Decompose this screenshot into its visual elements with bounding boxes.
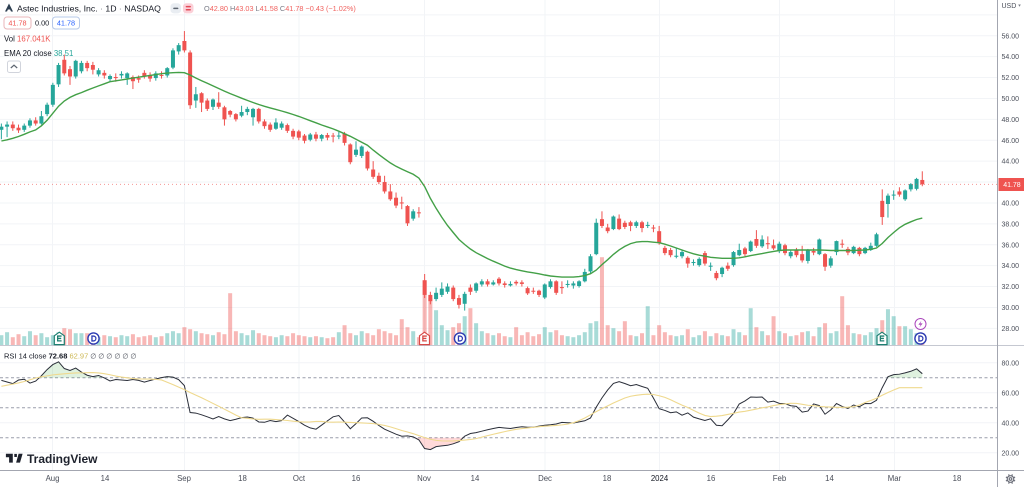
svg-text:41.78: 41.78 xyxy=(57,19,75,28)
svg-text:54.00: 54.00 xyxy=(1002,54,1020,61)
svg-text:20.00: 20.00 xyxy=(1002,450,1020,457)
svg-text:2024: 2024 xyxy=(651,474,669,483)
svg-text:16: 16 xyxy=(352,474,361,483)
svg-text:40.00: 40.00 xyxy=(1002,420,1020,427)
svg-text:18: 18 xyxy=(238,474,247,483)
svg-text:14: 14 xyxy=(825,474,834,483)
svg-text:36.00: 36.00 xyxy=(1002,242,1020,249)
svg-text:38.00: 38.00 xyxy=(1002,221,1020,228)
svg-text:0.00: 0.00 xyxy=(35,19,49,28)
svg-text:28.00: 28.00 xyxy=(1002,326,1020,333)
svg-text:Astec Industries, Inc. · 1D ·: Astec Industries, Inc. · 1D · NASDAQ xyxy=(17,4,161,14)
svg-text:41.78: 41.78 xyxy=(1003,182,1021,189)
svg-text:Vol 167.041K: Vol 167.041K xyxy=(4,35,51,44)
svg-text:Nov: Nov xyxy=(417,474,431,483)
svg-text:32.00: 32.00 xyxy=(1002,284,1020,291)
svg-text:18: 18 xyxy=(603,474,612,483)
svg-text:80.00: 80.00 xyxy=(1002,360,1020,367)
svg-text:O42.80 H43.03 L41.58 C41.78 −0: O42.80 H43.03 L41.58 C41.78 −0.43 (−1.02… xyxy=(204,4,356,13)
svg-text:Mar: Mar xyxy=(888,474,902,483)
svg-text:41.78: 41.78 xyxy=(8,19,26,28)
svg-text:44.00: 44.00 xyxy=(1002,159,1020,166)
svg-text:EMA 20 close 38.51: EMA 20 close 38.51 xyxy=(4,49,73,58)
svg-text:30.00: 30.00 xyxy=(1002,305,1020,312)
svg-text:Aug: Aug xyxy=(46,474,60,483)
svg-text:34.00: 34.00 xyxy=(1002,263,1020,270)
svg-text:14: 14 xyxy=(101,474,110,483)
svg-text:Feb: Feb xyxy=(773,474,787,483)
svg-text:40.00: 40.00 xyxy=(1002,201,1020,208)
svg-text:52.00: 52.00 xyxy=(1002,75,1020,82)
svg-text:56.00: 56.00 xyxy=(1002,33,1020,40)
svg-text:TradingView: TradingView xyxy=(27,452,98,466)
svg-text:Dec: Dec xyxy=(538,474,552,483)
svg-text:48.00: 48.00 xyxy=(1002,117,1020,124)
svg-text:50.00: 50.00 xyxy=(1002,96,1020,103)
svg-text:46.00: 46.00 xyxy=(1002,138,1020,145)
svg-text:16: 16 xyxy=(707,474,716,483)
svg-text:60.00: 60.00 xyxy=(1002,390,1020,397)
svg-text:Oct: Oct xyxy=(293,474,306,483)
svg-text:14: 14 xyxy=(471,474,480,483)
svg-text:Sep: Sep xyxy=(177,474,192,483)
svg-text:RSI 14 close 72.68 62.97 ∅ ∅ ∅: RSI 14 close 72.68 62.97 ∅ ∅ ∅ ∅ ∅ ∅ xyxy=(4,352,137,361)
svg-text:18: 18 xyxy=(953,474,962,483)
svg-text:USD: USD xyxy=(1002,3,1017,10)
